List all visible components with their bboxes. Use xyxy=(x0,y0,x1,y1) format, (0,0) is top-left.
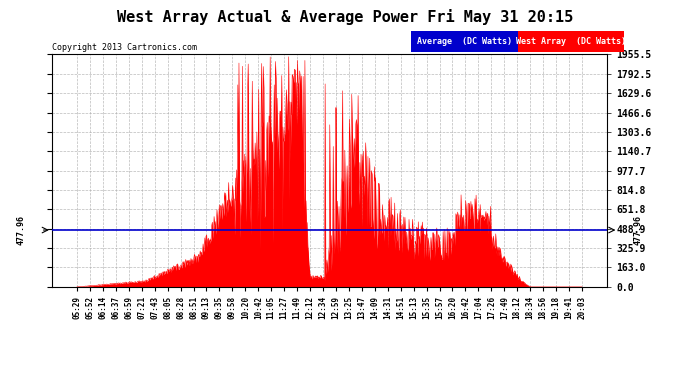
Text: West Array  (DC Watts): West Array (DC Watts) xyxy=(516,37,626,46)
Text: West Array Actual & Average Power Fri May 31 20:15: West Array Actual & Average Power Fri Ma… xyxy=(117,9,573,26)
Text: Copyright 2013 Cartronics.com: Copyright 2013 Cartronics.com xyxy=(52,43,197,52)
Text: 477.96: 477.96 xyxy=(17,215,26,245)
Text: 477.96: 477.96 xyxy=(633,215,642,245)
Text: Average  (DC Watts): Average (DC Watts) xyxy=(417,37,511,46)
